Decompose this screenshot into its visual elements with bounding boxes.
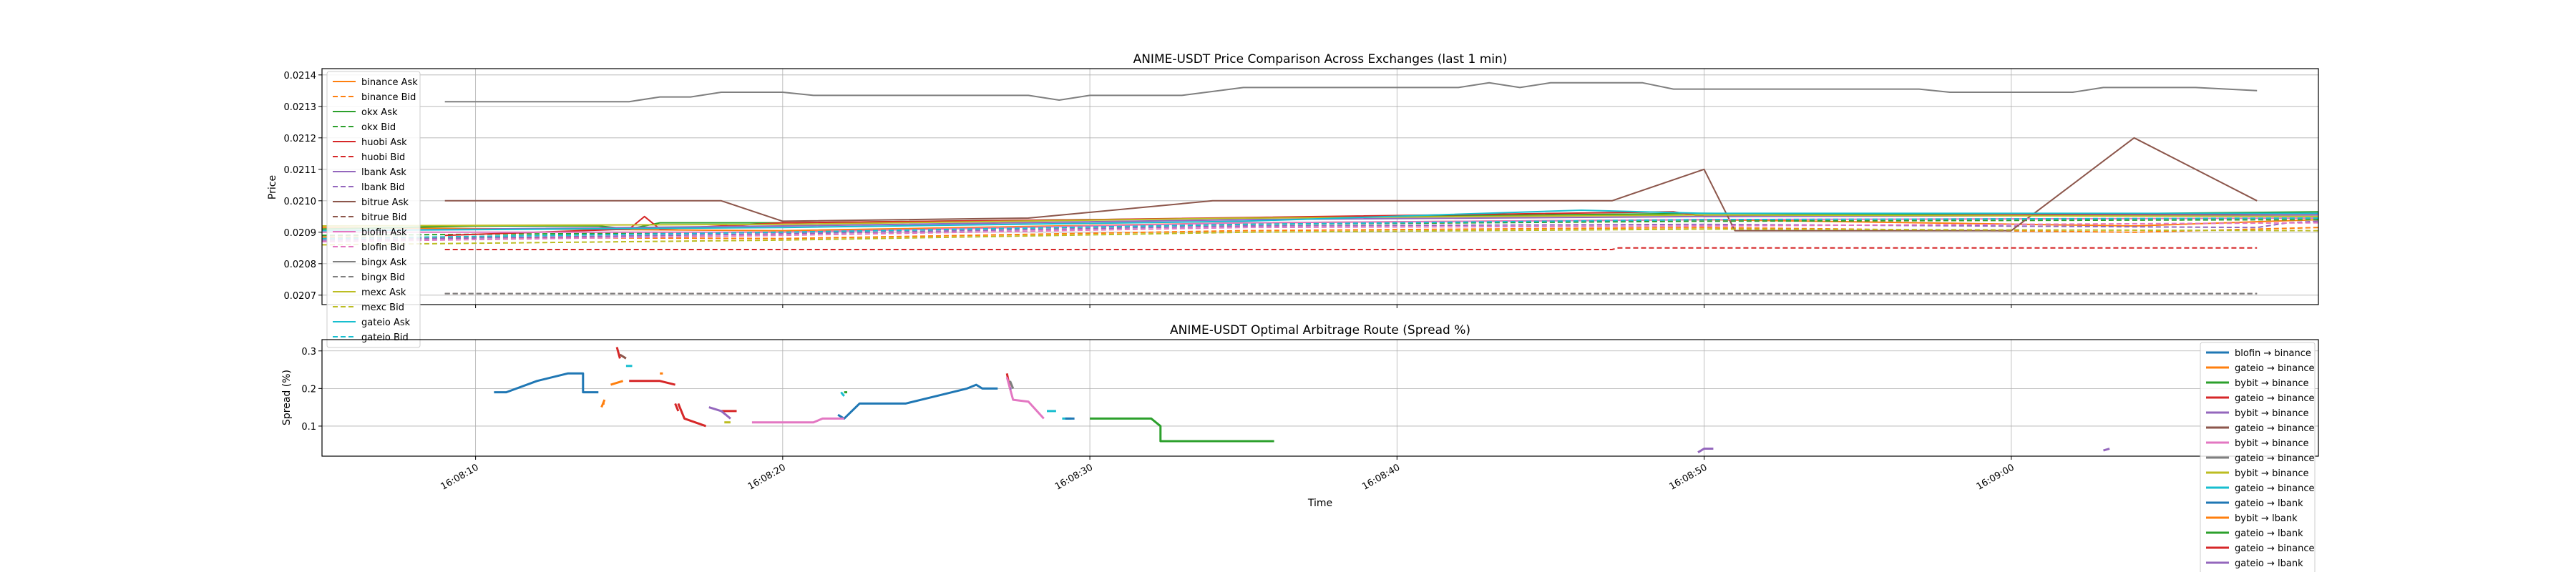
price-chart-frame <box>321 68 2319 305</box>
price-y-axis-label: Price <box>267 175 278 199</box>
price-y-tick-label: 0.0207 <box>284 291 317 302</box>
price-series-gateio-bid <box>321 217 2319 240</box>
spread-legend-label: bybit → binance <box>2235 408 2309 419</box>
price-legend-label: gateio Ask <box>361 317 411 328</box>
spread-y-tick-label: 0.3 <box>301 347 316 358</box>
spread-series-segment <box>837 383 998 420</box>
price-series-mexc-ask <box>321 214 2319 227</box>
spread-legend-label: gateio → binance <box>2235 423 2315 434</box>
spread-legend-label: gateio → binance <box>2235 543 2315 554</box>
price-y-tick-label: 0.0212 <box>284 134 317 144</box>
price-legend-label: bingx Ask <box>361 257 407 268</box>
price-chart-title: ANIME-USDT Price Comparison Across Excha… <box>1133 52 1508 66</box>
spread-series-segment <box>708 406 731 420</box>
spread-legend-label: bybit → lbank <box>2235 513 2298 524</box>
spread-legend-label: gateio → binance <box>2235 393 2315 404</box>
price-legend-label: binance Ask <box>361 77 418 88</box>
price-legend-label: blofin Ask <box>361 227 407 238</box>
time-axis-label: Time <box>1307 498 1332 509</box>
spread-series-segment <box>494 372 599 394</box>
price-series-bitrue-ask <box>444 137 2258 232</box>
price-series-blofin-bid <box>321 222 2319 242</box>
spread-series-segment <box>629 380 675 386</box>
price-y-tick-label: 0.0208 <box>284 260 317 270</box>
price-legend-label: bingx Bid <box>361 272 405 283</box>
spread-y-tick-label: 0.2 <box>301 384 316 395</box>
price-legend-label: bitrue Ask <box>361 197 409 208</box>
spread-series-segment <box>2103 448 2110 452</box>
price-series-binance-bid <box>321 227 2319 240</box>
price-series-gateio-ask <box>321 209 2318 232</box>
price-y-tick-label: 0.0214 <box>284 71 317 82</box>
price-series-okx-ask <box>321 211 2319 230</box>
price-series-bingx-ask <box>444 82 2258 103</box>
price-legend-label: lbank Bid <box>361 182 405 193</box>
spread-chart-title: ANIME-USDT Optimal Arbitrage Route (Spre… <box>1170 323 1470 337</box>
spread-legend-label: gateio → binance <box>2235 363 2315 374</box>
price-series-mexc-bid <box>321 228 2319 246</box>
spread-series-segment <box>1009 380 1015 389</box>
price-legend-label: blofin Bid <box>361 242 405 253</box>
spread-series-segment <box>840 391 845 397</box>
price-chart: ANIME-USDT Price Comparison Across Excha… <box>267 52 2319 348</box>
spread-chart-frame <box>321 339 2319 457</box>
spread-legend-label: bybit → binance <box>2235 468 2309 479</box>
spread-series-segment <box>615 347 621 359</box>
spread-legend-label: gateio → binance <box>2235 483 2315 494</box>
price-legend-label: bitrue Bid <box>361 212 406 223</box>
spread-legend-label: gateio → binance <box>2235 453 2315 464</box>
spread-legend-label: gateio → lbank <box>2235 528 2303 539</box>
spread-series-segment <box>619 353 627 360</box>
price-legend-label: huobi Ask <box>361 137 407 148</box>
price-y-tick-label: 0.0211 <box>284 165 317 176</box>
spread-legend-label: bybit → binance <box>2235 378 2309 389</box>
spread-legend-label: gateio → lbank <box>2235 558 2303 569</box>
spread-legend-label: bybit → binance <box>2235 438 2309 449</box>
spread-series-segment <box>1090 417 1274 443</box>
price-legend-label: gateio Bid <box>361 332 409 343</box>
spread-legend-label: gateio → lbank <box>2235 498 2303 509</box>
spread-series-segment <box>1697 448 1714 453</box>
price-y-tick-label: 0.0213 <box>284 102 317 113</box>
price-series-lbank-bid <box>321 220 2319 241</box>
price-legend-label: mexc Ask <box>361 287 406 298</box>
price-legend-label: huobi Bid <box>361 152 405 163</box>
price-legend-label: lbank Ask <box>361 167 406 178</box>
spread-y-tick-label: 0.1 <box>301 422 316 433</box>
price-legend-label: binance Bid <box>361 92 416 103</box>
spread-legend-label: blofin → binance <box>2235 348 2311 359</box>
price-y-tick-label: 0.0209 <box>284 228 317 239</box>
price-legend-label: okx Bid <box>361 122 396 133</box>
price-series-huobi-bid <box>444 247 2258 250</box>
spread-y-axis-label: Spread (%) <box>281 370 293 425</box>
spread-series-segment <box>674 403 680 412</box>
price-legend-label: okx Ask <box>361 107 398 118</box>
price-y-tick-label: 0.0210 <box>284 197 317 207</box>
spread-series-segment <box>751 417 844 424</box>
price-legend-box <box>326 71 421 348</box>
spread-series-segment <box>610 380 624 386</box>
spread-series-segment <box>677 403 706 428</box>
spread-legend-box <box>2200 342 2316 572</box>
price-legend-label: mexc Bid <box>361 302 404 313</box>
